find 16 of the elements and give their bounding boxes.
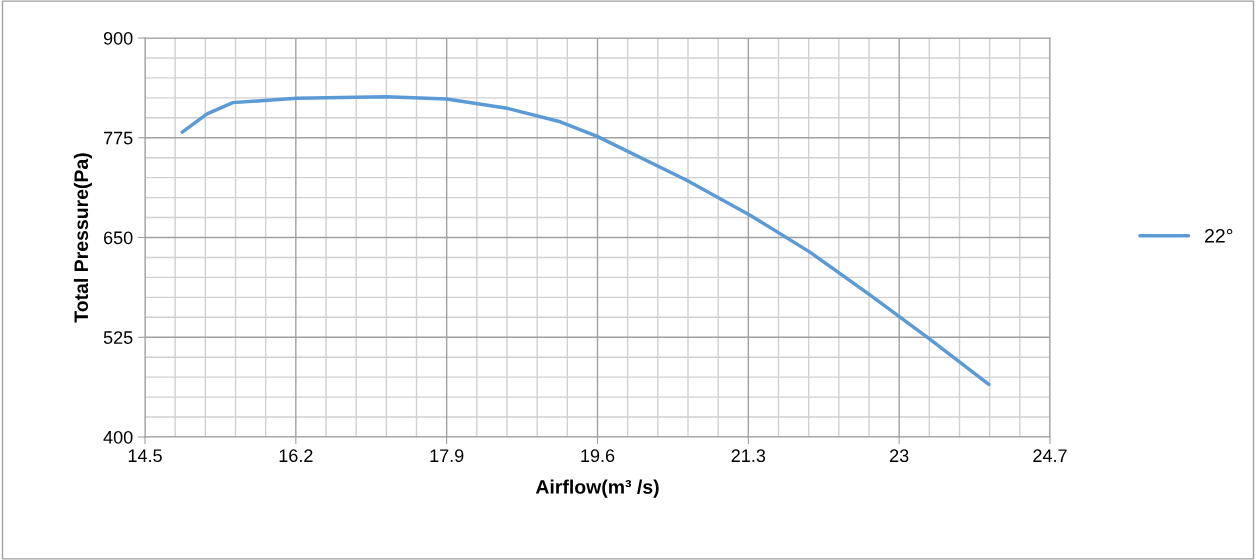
x-tick-label: 24.7 <box>1033 449 1067 462</box>
x-tick-label: 23 <box>890 449 909 463</box>
legend-label: 22° <box>1205 228 1233 243</box>
y-tick-label: 775 <box>104 131 133 145</box>
y-tick-label: 400 <box>103 430 133 444</box>
x-axis-title: Airflow(m³ /s) <box>535 479 659 498</box>
x-tick-label: 16.2 <box>279 449 313 463</box>
x-tick-label: 19.6 <box>581 449 615 463</box>
x-tick-label: 21.3 <box>731 449 766 463</box>
line-series <box>180 94 991 387</box>
y-tick-label: 900 <box>103 31 133 45</box>
y-axis-title: Total Pressure(Pa) <box>73 153 92 323</box>
y-tick-label: 525 <box>103 331 133 344</box>
y-tick-label: 650 <box>103 231 133 245</box>
x-tick-label: 17.9 <box>430 449 464 463</box>
x-tick-label: 14.5 <box>128 449 162 463</box>
